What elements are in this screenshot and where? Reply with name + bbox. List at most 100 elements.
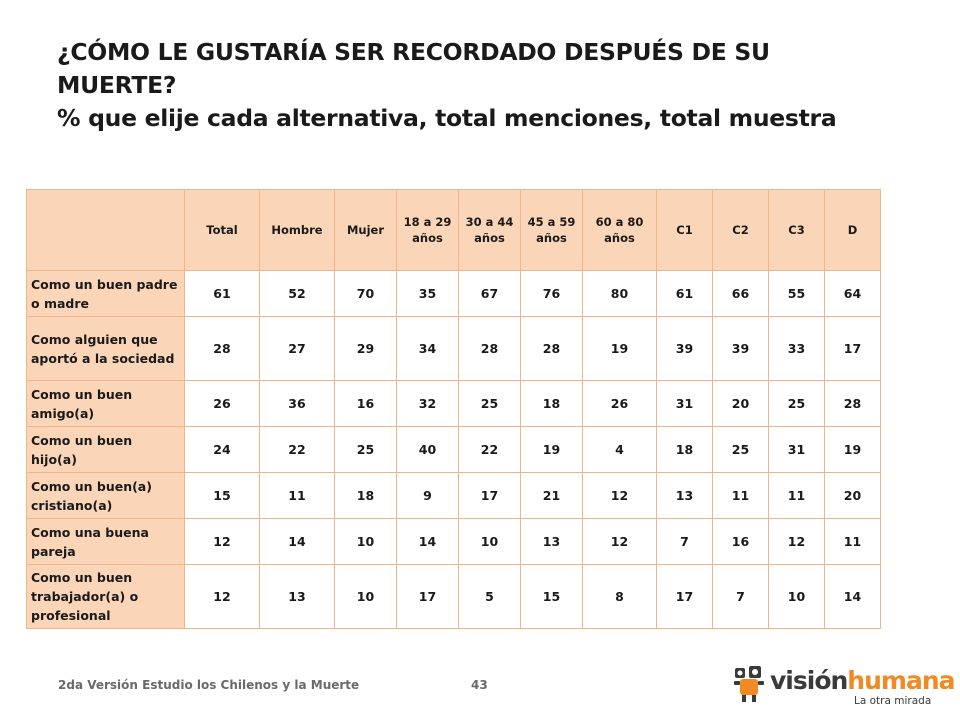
table-cell: 26 [582, 380, 657, 427]
table-cell: 12 [582, 518, 657, 565]
table-cell: 34 [396, 316, 459, 381]
table-cell: 13 [656, 472, 713, 519]
title-line-1: ¿CÓMO LE GUSTARÍA SER RECORDADO DESPUÉS … [57, 38, 770, 66]
column-header: Total [184, 189, 260, 271]
table-cell: 19 [520, 426, 583, 473]
row-label: Como un buen(a) cristiano(a) [26, 472, 185, 519]
table-cell: 4 [582, 426, 657, 473]
table-cell: 29 [334, 316, 397, 381]
table-cell: 12 [582, 472, 657, 519]
logo-word-humana: humana [847, 666, 955, 695]
table-cell: 12 [184, 564, 260, 629]
column-header: 60 a 80 años [582, 189, 657, 271]
table-row: Como un buen hijo(a) 24 22 25 40 22 19 4 18 25 31 1… [26, 426, 881, 473]
table-cell: 14 [396, 518, 459, 565]
table-cell: 28 [184, 316, 260, 381]
table-cell: 25 [712, 426, 769, 473]
table-cell: 18 [520, 380, 583, 427]
table-cell: 17 [458, 472, 521, 519]
table-cell: 11 [259, 472, 335, 519]
column-header: D [824, 189, 881, 271]
table-cell: 16 [712, 518, 769, 565]
logo-tagline: La otra mirada [854, 695, 932, 707]
table-cell: 10 [768, 564, 825, 629]
table-cell: 17 [396, 564, 459, 629]
table-row: Como un buen trabajador(a) o profesional… [26, 564, 881, 629]
table-cell: 22 [458, 426, 521, 473]
table-row: Como un buen amigo(a) 26 36 16 32 25 18 26 31 20 2… [26, 380, 881, 427]
table-cell: 31 [768, 426, 825, 473]
table-cell: 8 [582, 564, 657, 629]
table-cell: 25 [334, 426, 397, 473]
column-header: 45 a 59 años [520, 189, 583, 271]
column-header: 18 a 29 años [396, 189, 459, 271]
table-cell: 28 [824, 380, 881, 427]
table-cell: 39 [656, 316, 713, 381]
table-cell: 61 [656, 270, 713, 317]
table-cell: 28 [458, 316, 521, 381]
table-cell: 10 [334, 564, 397, 629]
table-cell: 22 [259, 426, 335, 473]
column-header: Mujer [334, 189, 397, 271]
table-cell: 64 [824, 270, 881, 317]
table-cell: 11 [768, 472, 825, 519]
table-cell: 7 [656, 518, 713, 565]
table-cell: 27 [259, 316, 335, 381]
table-cell: 13 [259, 564, 335, 629]
table-row: Como una buena pareja 12 14 10 14 10 13 12 7 16 12… [26, 518, 881, 565]
table-cell: 10 [334, 518, 397, 565]
logo-word-vision: visión [770, 666, 848, 695]
table-header-row: Total Hombre Mujer 18 a 29 años 30 a 44 años… [26, 189, 881, 271]
table-cell: 9 [396, 472, 459, 519]
table-row: Como alguien que aportó a la sociedad 28 2… [26, 316, 881, 381]
row-label: Como alguien que aportó a la sociedad [26, 316, 185, 381]
table-cell: 12 [184, 518, 260, 565]
table-cell: 14 [824, 564, 881, 629]
table-cell: 20 [712, 380, 769, 427]
column-header: C1 [656, 189, 713, 271]
table-corner-cell [26, 189, 185, 271]
vision-humana-logo: visiónhumana La otra mirada [732, 664, 955, 710]
results-table: Total Hombre Mujer 18 a 29 años 30 a 44 años… [26, 189, 881, 629]
column-header: C2 [712, 189, 769, 271]
table-cell: 15 [520, 564, 583, 629]
table-cell: 24 [184, 426, 260, 473]
table-cell: 11 [824, 518, 881, 565]
row-label: Como un buen trabajador(a) o profesional [26, 564, 185, 629]
table-row: Como un buen(a) cristiano(a) 15 11 18 9 17 21 1… [26, 472, 881, 519]
table-cell: 19 [582, 316, 657, 381]
table-cell: 20 [824, 472, 881, 519]
table-cell: 80 [582, 270, 657, 317]
table-cell: 18 [334, 472, 397, 519]
row-label: Como un buen padre o madre [26, 270, 185, 317]
row-label: Como una buena pareja [26, 518, 185, 565]
table-cell: 35 [396, 270, 459, 317]
table-cell: 15 [184, 472, 260, 519]
table-cell: 26 [184, 380, 260, 427]
footer-study-name: 2da Versión Estudio los Chilenos y la Mu… [58, 678, 360, 692]
column-header: C3 [768, 189, 825, 271]
table-cell: 28 [520, 316, 583, 381]
logo-mascot-icon [734, 666, 764, 702]
table-cell: 21 [520, 472, 583, 519]
table-cell: 66 [712, 270, 769, 317]
table-cell: 55 [768, 270, 825, 317]
table-cell: 16 [334, 380, 397, 427]
row-label: Como un buen amigo(a) [26, 380, 185, 427]
table-cell: 13 [520, 518, 583, 565]
table-cell: 36 [259, 380, 335, 427]
table-cell: 25 [458, 380, 521, 427]
table-cell: 52 [259, 270, 335, 317]
table-cell: 32 [396, 380, 459, 427]
table-cell: 17 [656, 564, 713, 629]
table-cell: 40 [396, 426, 459, 473]
table-cell: 17 [824, 316, 881, 381]
page-number: 43 [471, 678, 488, 692]
logo-wordmark: visiónhumana [770, 666, 955, 695]
table-cell: 70 [334, 270, 397, 317]
title-line-3: % que elije cada alternativa, total menc… [57, 104, 837, 132]
table-cell: 10 [458, 518, 521, 565]
table-cell: 18 [656, 426, 713, 473]
table-cell: 7 [712, 564, 769, 629]
table-cell: 19 [824, 426, 881, 473]
